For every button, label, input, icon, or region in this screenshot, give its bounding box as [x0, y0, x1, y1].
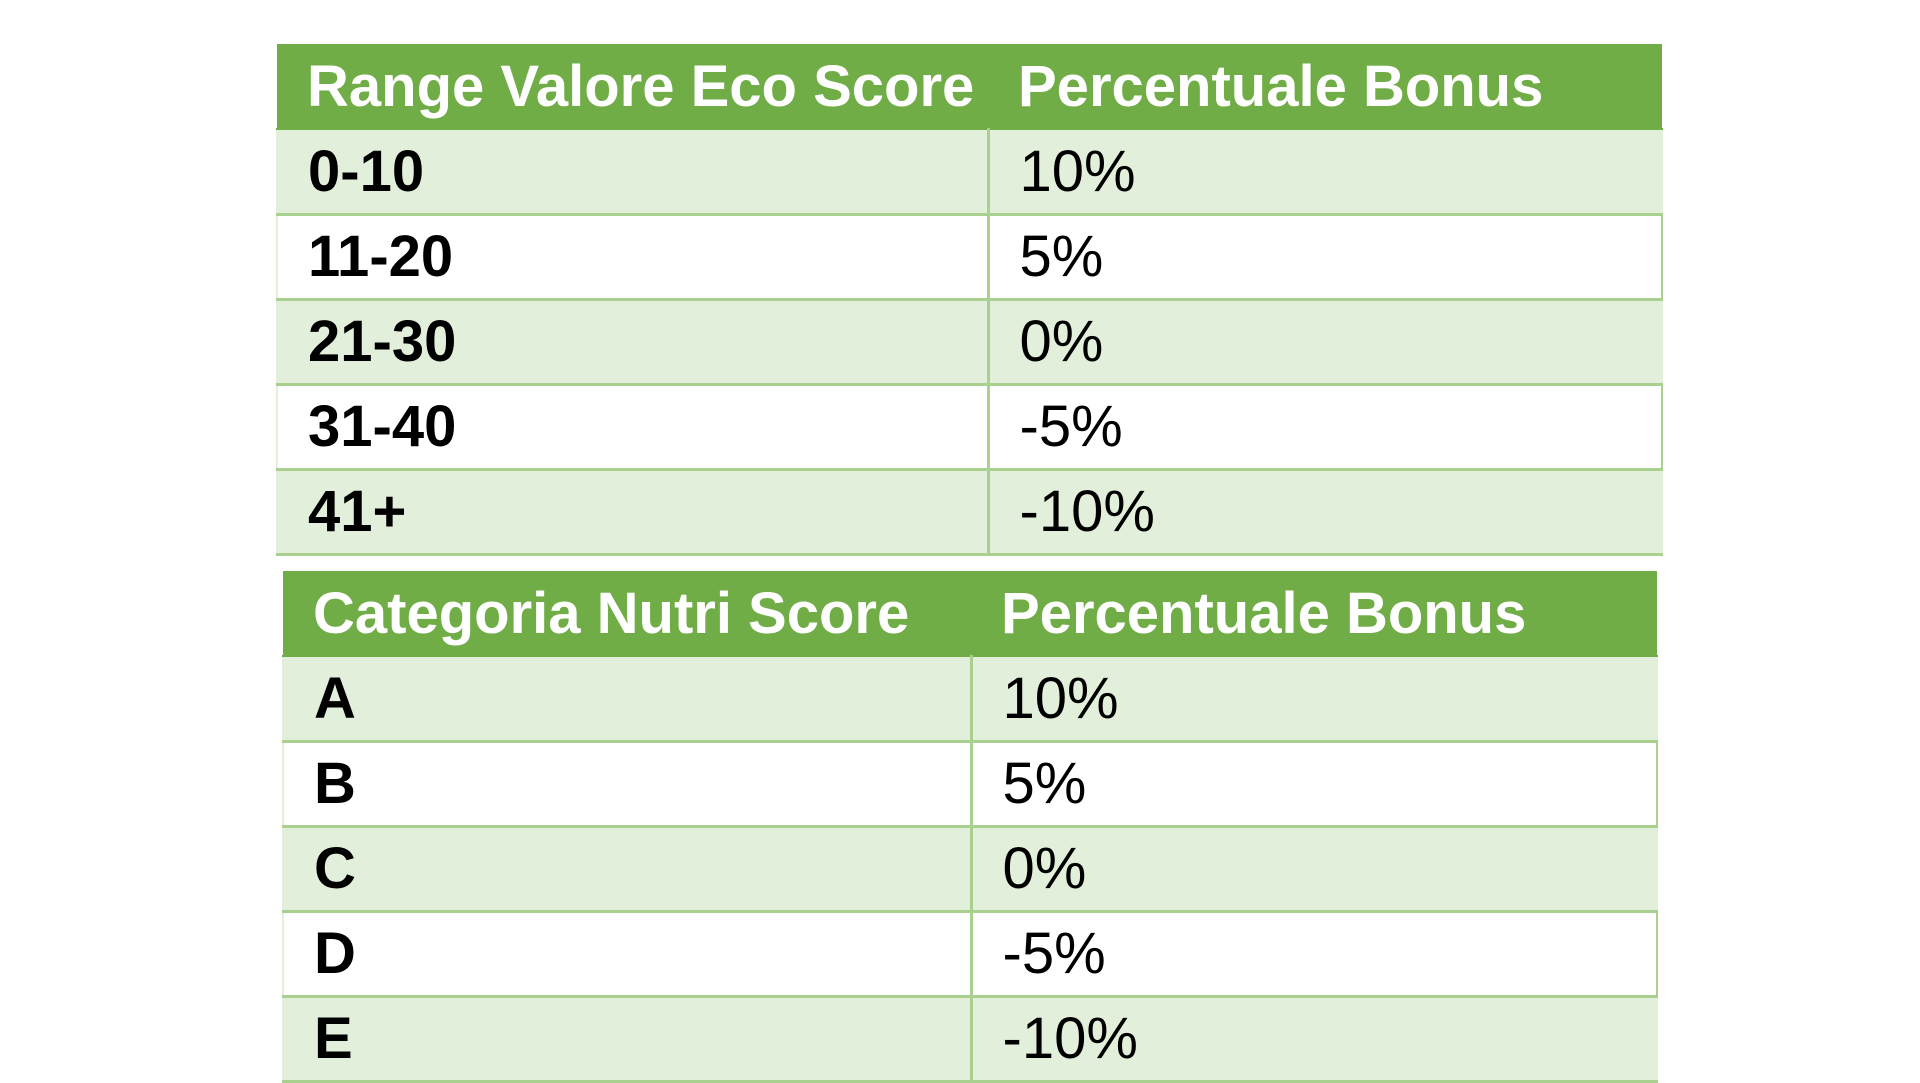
- table-row: 41+ -10%: [276, 469, 1663, 556]
- table-header-row: Range Valore Eco Score Percentuale Bonus: [277, 44, 1662, 130]
- table-row: 31-40 -5%: [276, 384, 1663, 471]
- header-categoria-nutri-score: Categoria Nutri Score: [283, 571, 971, 657]
- eco-range-cell: 41+: [276, 469, 990, 556]
- table-header-row: Categoria Nutri Score Percentuale Bonus: [283, 571, 1657, 657]
- header-range-eco-score: Range Valore Eco Score: [277, 44, 988, 130]
- bonus-cell: 0%: [988, 299, 1663, 386]
- nutri-category-cell: B: [282, 741, 973, 828]
- nutri-score-table: Categoria Nutri Score Percentuale Bonus …: [282, 571, 1658, 1083]
- table-row: C 0%: [282, 826, 1658, 913]
- bonus-cell: -10%: [971, 996, 1658, 1083]
- nutri-category-cell: D: [282, 911, 973, 998]
- eco-range-cell: 21-30: [276, 299, 990, 386]
- bonus-cell: -5%: [971, 911, 1658, 998]
- table-row: A 10%: [282, 656, 1658, 743]
- header-percentuale-bonus: Percentuale Bonus: [971, 571, 1657, 657]
- eco-range-cell: 0-10: [276, 129, 990, 216]
- table-row: 0-10 10%: [276, 129, 1663, 216]
- table-row: B 5%: [282, 741, 1658, 828]
- nutri-category-cell: A: [282, 656, 973, 743]
- bonus-cell: 0%: [971, 826, 1658, 913]
- bonus-cell: 5%: [971, 741, 1658, 828]
- table-row: E -10%: [282, 996, 1658, 1083]
- eco-range-cell: 31-40: [276, 384, 990, 471]
- nutri-category-cell: E: [282, 996, 973, 1083]
- bonus-cell: 5%: [988, 214, 1663, 301]
- eco-range-cell: 11-20: [276, 214, 990, 301]
- eco-score-table: Range Valore Eco Score Percentuale Bonus…: [276, 44, 1663, 556]
- table-row: 11-20 5%: [276, 214, 1663, 301]
- bonus-cell: -5%: [988, 384, 1663, 471]
- nutri-category-cell: C: [282, 826, 973, 913]
- bonus-cell: 10%: [988, 129, 1663, 216]
- table-row: D -5%: [282, 911, 1658, 998]
- header-percentuale-bonus: Percentuale Bonus: [988, 44, 1662, 130]
- bonus-cell: -10%: [988, 469, 1663, 556]
- bonus-cell: 10%: [971, 656, 1658, 743]
- table-row: 21-30 0%: [276, 299, 1663, 386]
